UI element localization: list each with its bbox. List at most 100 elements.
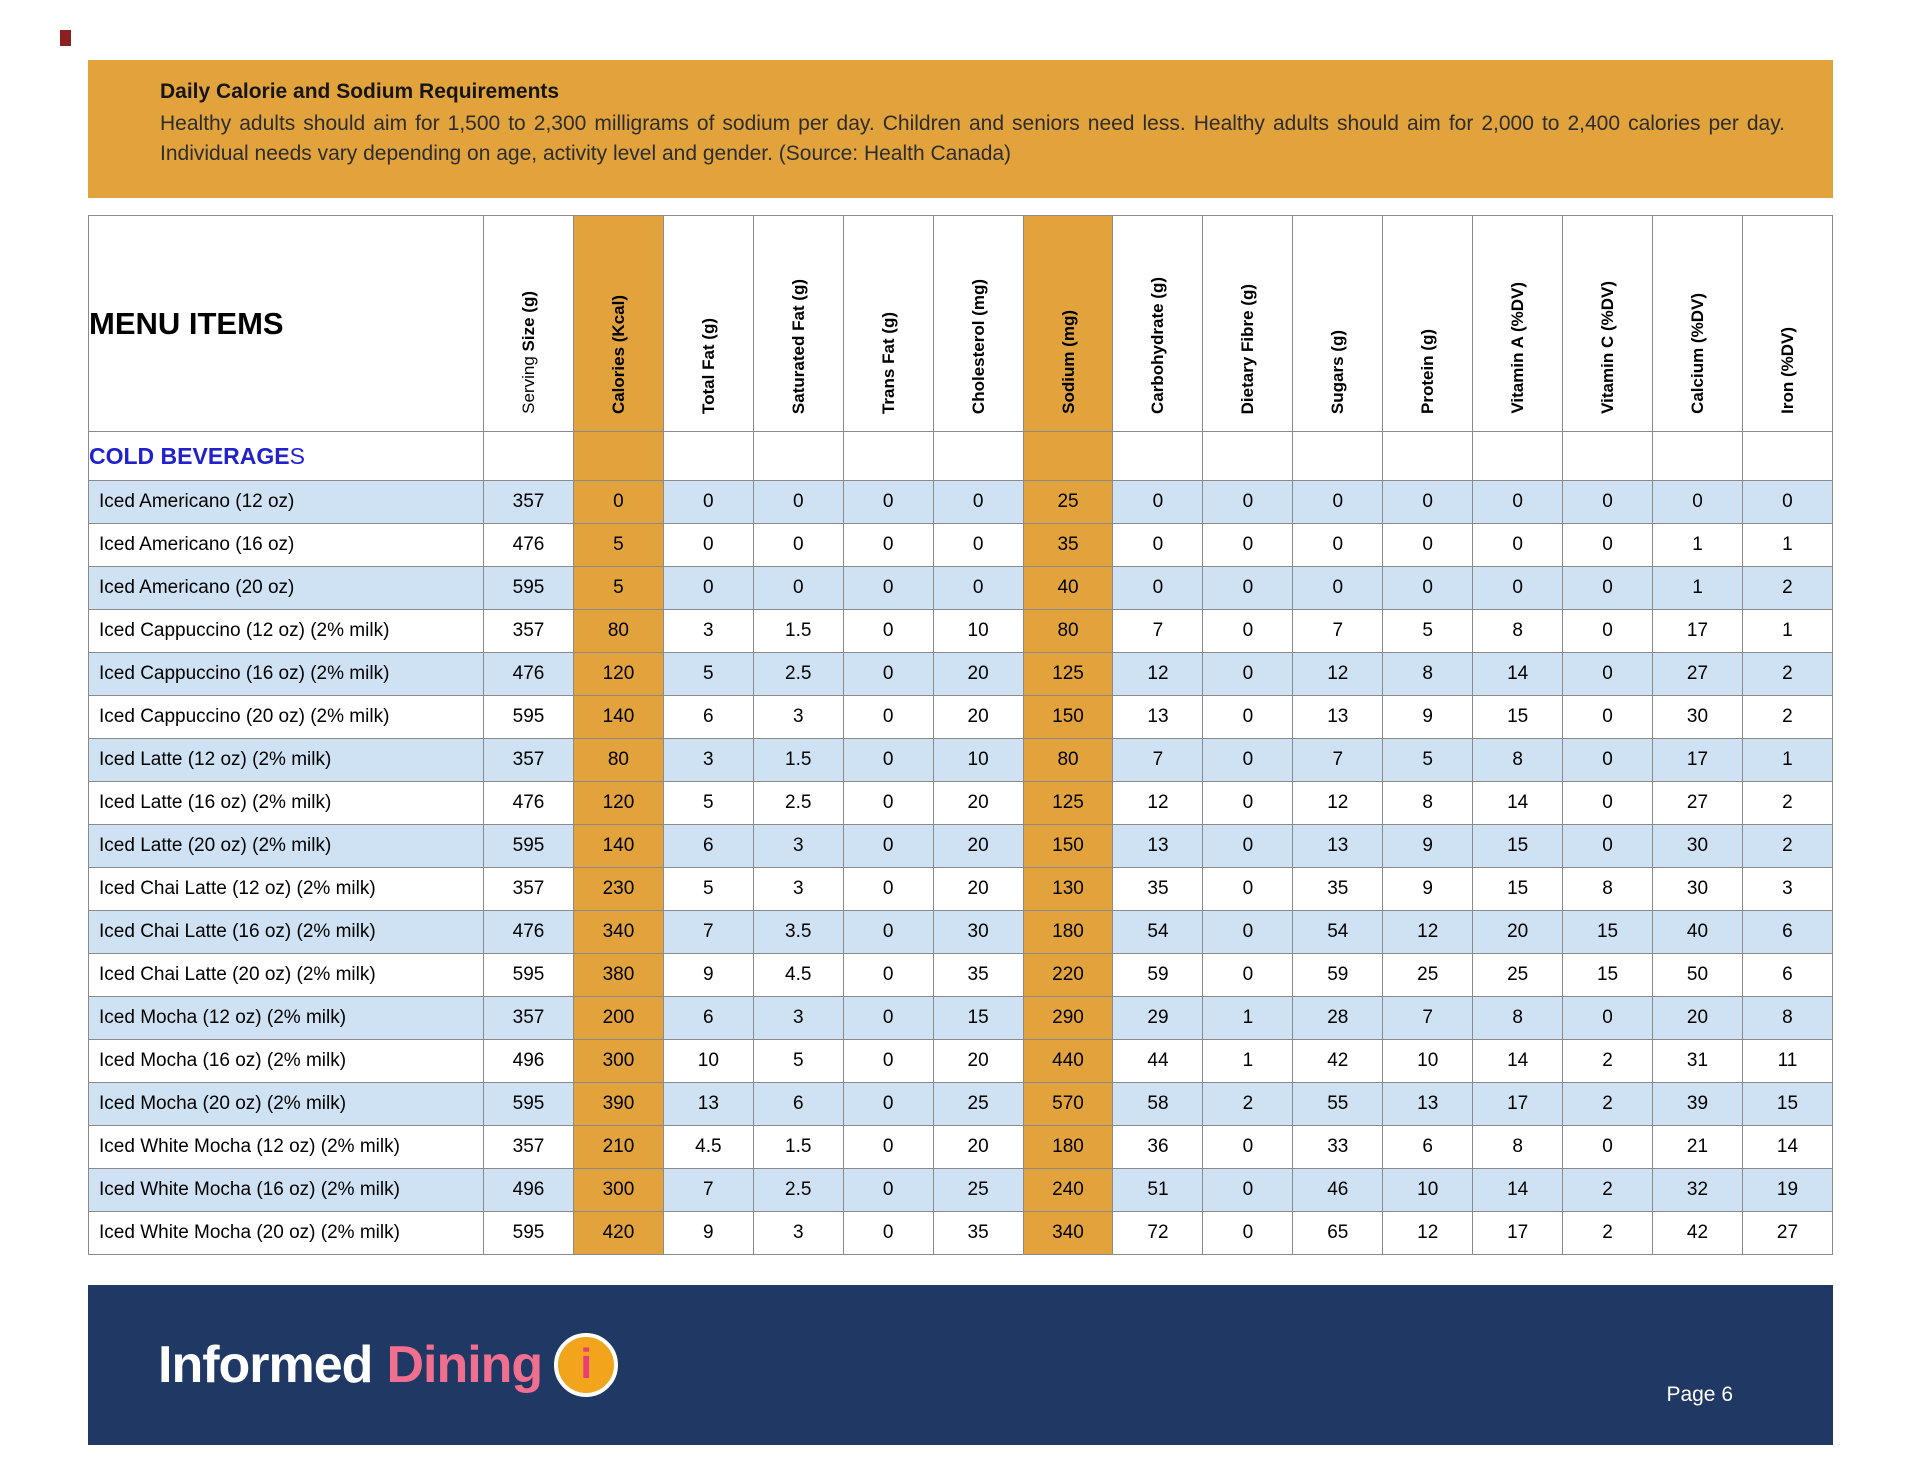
nutrition-value-saturated-fat: 3 [752, 996, 844, 1040]
nutrition-value-sodium: 440 [1022, 1039, 1114, 1083]
nutrition-value-trans-fat: 0 [842, 996, 934, 1040]
nutrition-value-calcium: 30 [1652, 695, 1743, 739]
nutrition-value-sodium: 35 [1022, 523, 1114, 567]
nutrition-value-carbohydrate: 44 [1112, 1039, 1204, 1083]
nutrition-value-calories: 380 [572, 953, 664, 997]
nutrition-value-calories: 140 [572, 824, 664, 868]
nutrition-value-dietary-fibre: 0 [1202, 609, 1294, 653]
nutrition-value-cholesterol: 15 [932, 996, 1024, 1040]
nutrition-value-sugars: 59 [1292, 953, 1384, 997]
table-row: Iced Cappuccino (16 oz) (2% milk) 476 120 5… [87, 652, 1834, 696]
menu-item-name: Iced Chai Latte (20 oz) (2% milk) [87, 953, 485, 997]
table-row: Iced Americano (12 oz) 357 0 0 0 0 0 25 0 0 0 0 0 0 0 0 [87, 480, 1834, 524]
nutrition-value-saturated-fat: 3 [752, 695, 844, 739]
nutrition-value-sugars: 54 [1292, 910, 1384, 954]
nutrition-value-calories: 300 [572, 1168, 664, 1212]
column-header-label: Sugars (g) [1328, 329, 1348, 414]
menu-item-name: Iced Americano (16 oz) [87, 523, 485, 567]
nutrition-value-iron: 2 [1741, 695, 1834, 739]
informed-dining-logo: Informed Dining i [158, 1333, 619, 1397]
nutrition-value-calcium: 50 [1652, 953, 1743, 997]
nutrition-value-saturated-fat: 2.5 [752, 652, 844, 696]
nutrition-value-calories: 5 [572, 523, 664, 567]
nutrition-value-serving-size: 476 [483, 910, 574, 954]
section-empty-cell [1382, 431, 1474, 481]
nutrition-table: MENU ITEMS Serving Size (g) Calories (Kca… [87, 215, 1834, 1255]
table-row: Iced Cappuccino (20 oz) (2% milk) 595 140 6… [87, 695, 1834, 739]
nutrition-value-calories: 340 [572, 910, 664, 954]
nutrition-value-iron: 19 [1741, 1168, 1834, 1212]
nutrition-value-calcium: 30 [1652, 824, 1743, 868]
banner-title: Daily Calorie and Sodium Requirements [160, 80, 560, 103]
nutrition-value-dietary-fibre: 0 [1202, 781, 1294, 825]
column-header-sugars: Sugars (g) [1292, 215, 1384, 432]
nutrition-value-calories: 230 [572, 867, 664, 911]
section-row-cold-beverages: COLD BEVERAGES [87, 431, 1834, 481]
nutrition-value-vitamin-c: 0 [1562, 609, 1654, 653]
nutrition-value-serving-size: 476 [483, 523, 574, 567]
menu-item-name: Iced Americano (20 oz) [87, 566, 485, 610]
nutrition-value-sugars: 33 [1292, 1125, 1384, 1169]
nutrition-value-calcium: 17 [1652, 609, 1743, 653]
nutrition-value-sodium: 80 [1022, 738, 1114, 782]
nutrition-value-trans-fat: 0 [842, 738, 934, 782]
nutrition-value-total-fat: 6 [662, 996, 754, 1040]
nutrition-value-carbohydrate: 13 [1112, 695, 1204, 739]
nutrition-value-sugars: 7 [1292, 609, 1384, 653]
nutrition-value-sodium: 150 [1022, 695, 1114, 739]
nutrition-value-trans-fat: 0 [842, 953, 934, 997]
nutrition-value-vitamin-c: 0 [1562, 996, 1654, 1040]
nutrition-value-vitamin-a: 8 [1472, 609, 1564, 653]
info-circle-icon: i [554, 1333, 619, 1397]
nutrition-value-iron: 2 [1741, 652, 1834, 696]
logo-text-informed: Informed [158, 1336, 373, 1394]
menu-item-name: Iced Latte (16 oz) (2% milk) [87, 781, 485, 825]
nutrition-value-calcium: 31 [1652, 1039, 1743, 1083]
nutrition-value-vitamin-a: 17 [1472, 1211, 1564, 1255]
section-empty-cell [1562, 431, 1654, 481]
nutrition-value-trans-fat: 0 [842, 867, 934, 911]
nutrition-value-sugars: 55 [1292, 1082, 1384, 1126]
nutrition-value-cholesterol: 35 [932, 953, 1024, 997]
nutrition-value-serving-size: 595 [483, 1211, 574, 1255]
nutrition-value-calories: 420 [572, 1211, 664, 1255]
nutrition-value-trans-fat: 0 [842, 1125, 934, 1169]
nutrition-value-carbohydrate: 12 [1112, 652, 1204, 696]
nutrition-value-protein: 12 [1382, 1211, 1474, 1255]
nutrition-value-trans-fat: 0 [842, 480, 934, 524]
nutrition-value-dietary-fibre: 0 [1202, 910, 1294, 954]
section-empty-cell [1652, 431, 1743, 481]
nutrition-value-protein: 10 [1382, 1039, 1474, 1083]
nutrition-value-protein: 0 [1382, 480, 1474, 524]
nutrition-value-sugars: 13 [1292, 824, 1384, 868]
nutrition-value-dietary-fibre: 0 [1202, 1125, 1294, 1169]
nutrition-value-calcium: 1 [1652, 523, 1743, 567]
table-row: Iced White Mocha (20 oz) (2% milk) 595 420… [87, 1211, 1834, 1255]
nutrition-value-vitamin-c: 0 [1562, 824, 1654, 868]
nutrition-value-saturated-fat: 2.5 [752, 1168, 844, 1212]
nutrition-value-total-fat: 7 [662, 910, 754, 954]
nutrition-value-carbohydrate: 51 [1112, 1168, 1204, 1212]
nutrition-value-trans-fat: 0 [842, 910, 934, 954]
nutrition-value-calories: 120 [572, 652, 664, 696]
column-header-sodium: Sodium (mg) [1022, 215, 1114, 432]
nutrition-value-cholesterol: 25 [932, 1082, 1024, 1126]
nutrition-value-total-fat: 13 [662, 1082, 754, 1126]
table-row: Iced Mocha (20 oz) (2% milk) 595 390 13 6 0 25… [87, 1082, 1834, 1126]
nutrition-value-sodium: 570 [1022, 1082, 1114, 1126]
nutrition-value-serving-size: 595 [483, 695, 574, 739]
table-row: Iced Chai Latte (12 oz) (2% milk) 357 230 5… [87, 867, 1834, 911]
nutrition-value-protein: 9 [1382, 824, 1474, 868]
nutrition-value-sugars: 7 [1292, 738, 1384, 782]
nutrition-value-sodium: 125 [1022, 652, 1114, 696]
nutrition-value-iron: 11 [1741, 1039, 1834, 1083]
nutrition-value-serving-size: 496 [483, 1039, 574, 1083]
nutrition-value-vitamin-a: 14 [1472, 781, 1564, 825]
column-header-label: Sodium (mg) [1058, 310, 1078, 414]
nutrition-value-serving-size: 496 [483, 1168, 574, 1212]
nutrition-value-calcium: 39 [1652, 1082, 1743, 1126]
red-corner-mark [60, 30, 71, 46]
nutrition-value-serving-size: 595 [483, 566, 574, 610]
nutrition-value-sodium: 80 [1022, 609, 1114, 653]
column-header-label: Serving Size (g) [518, 291, 538, 414]
